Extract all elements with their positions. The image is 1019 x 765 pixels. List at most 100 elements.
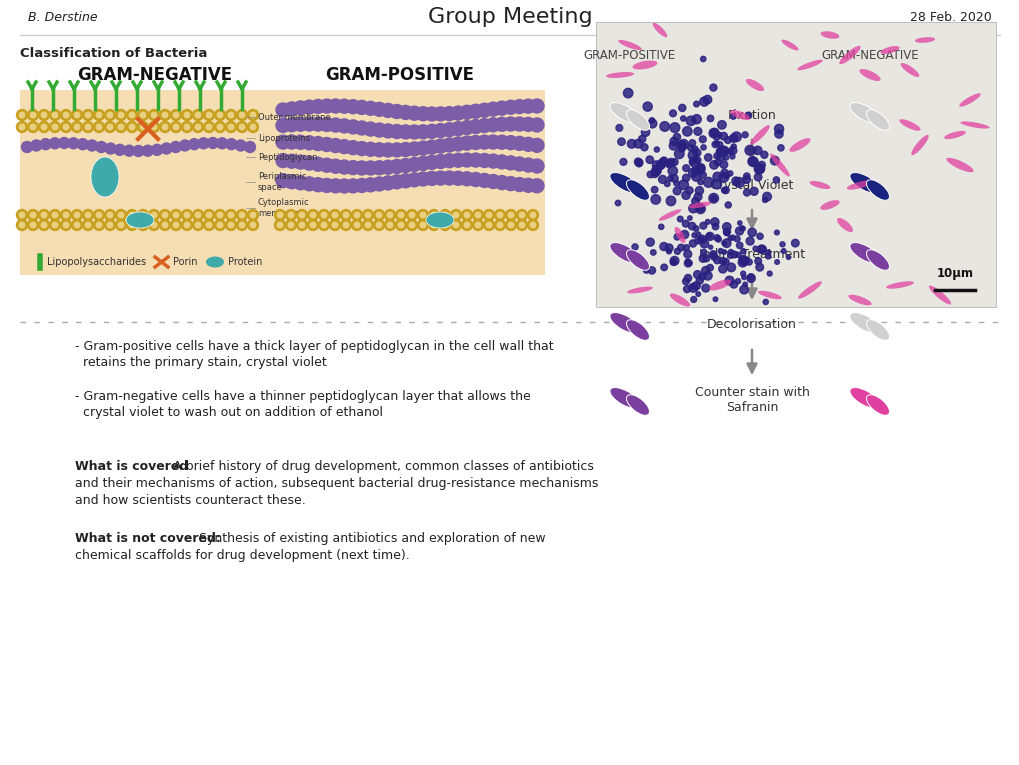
Circle shape — [363, 122, 377, 136]
Circle shape — [71, 220, 83, 230]
Circle shape — [677, 216, 683, 222]
Circle shape — [530, 159, 543, 173]
Circle shape — [398, 125, 413, 139]
Circle shape — [31, 124, 36, 130]
Circle shape — [700, 57, 705, 62]
Text: What is covered: What is covered — [75, 460, 189, 473]
Circle shape — [162, 124, 167, 130]
Circle shape — [195, 124, 201, 130]
Circle shape — [28, 220, 39, 230]
Text: Lipoproteins: Lipoproteins — [258, 134, 310, 142]
Circle shape — [633, 139, 642, 148]
Circle shape — [372, 177, 386, 191]
Circle shape — [718, 265, 727, 273]
Circle shape — [442, 106, 455, 121]
Circle shape — [239, 223, 245, 228]
Circle shape — [503, 156, 518, 170]
Circle shape — [521, 158, 535, 172]
Circle shape — [693, 149, 700, 157]
Circle shape — [352, 220, 362, 230]
Circle shape — [236, 220, 248, 230]
Circle shape — [96, 142, 107, 152]
Circle shape — [284, 118, 299, 132]
Circle shape — [337, 119, 351, 133]
Circle shape — [765, 250, 770, 255]
Circle shape — [302, 156, 316, 170]
Circle shape — [650, 249, 655, 256]
Bar — [20, 90, 544, 275]
Circle shape — [650, 171, 657, 177]
Circle shape — [307, 220, 318, 230]
Circle shape — [710, 129, 718, 137]
Circle shape — [687, 216, 692, 220]
Circle shape — [138, 122, 149, 132]
Circle shape — [732, 177, 739, 185]
Circle shape — [118, 212, 123, 218]
Circle shape — [754, 258, 761, 265]
Circle shape — [695, 165, 704, 174]
Circle shape — [516, 220, 527, 230]
Circle shape — [674, 234, 680, 240]
Circle shape — [107, 112, 113, 118]
Circle shape — [285, 220, 297, 230]
Circle shape — [682, 127, 691, 136]
Circle shape — [690, 297, 696, 302]
Ellipse shape — [958, 93, 980, 106]
Circle shape — [774, 259, 779, 265]
Circle shape — [159, 220, 170, 230]
Circle shape — [373, 210, 384, 220]
Ellipse shape — [819, 31, 839, 39]
Circle shape — [71, 109, 83, 121]
Circle shape — [214, 220, 225, 230]
Circle shape — [248, 109, 258, 121]
Circle shape — [477, 103, 491, 117]
Circle shape — [650, 194, 660, 204]
Ellipse shape — [609, 313, 640, 334]
Circle shape — [31, 212, 36, 218]
Circle shape — [159, 109, 170, 121]
Circle shape — [19, 124, 24, 130]
Circle shape — [345, 99, 360, 114]
Circle shape — [693, 101, 699, 107]
Circle shape — [739, 285, 748, 294]
Circle shape — [747, 157, 756, 166]
Circle shape — [721, 249, 726, 254]
Circle shape — [614, 200, 621, 206]
Circle shape — [297, 210, 307, 220]
Text: crystal violet to wash out on addition of ethanol: crystal violet to wash out on addition o… — [75, 406, 382, 419]
Circle shape — [521, 137, 535, 151]
Circle shape — [503, 135, 518, 150]
Circle shape — [719, 161, 727, 168]
Text: Outer membrane: Outer membrane — [258, 112, 330, 122]
Circle shape — [118, 112, 123, 118]
Text: 28 Feb. 2020: 28 Feb. 2020 — [909, 11, 991, 24]
Circle shape — [684, 260, 691, 267]
Circle shape — [151, 124, 157, 130]
Circle shape — [742, 176, 750, 184]
Circle shape — [694, 238, 700, 244]
Circle shape — [716, 142, 722, 148]
Circle shape — [442, 212, 447, 218]
Circle shape — [450, 220, 461, 230]
Ellipse shape — [866, 249, 889, 270]
Circle shape — [671, 158, 678, 165]
Circle shape — [666, 158, 675, 167]
Circle shape — [129, 124, 135, 130]
Circle shape — [483, 220, 494, 230]
Circle shape — [706, 116, 713, 122]
Circle shape — [107, 223, 113, 228]
Circle shape — [83, 210, 94, 220]
Circle shape — [659, 243, 667, 251]
Ellipse shape — [708, 279, 731, 291]
Circle shape — [645, 156, 653, 164]
Circle shape — [141, 112, 146, 118]
Circle shape — [340, 210, 352, 220]
Circle shape — [677, 244, 684, 251]
Circle shape — [729, 147, 736, 155]
Circle shape — [302, 100, 316, 114]
Circle shape — [712, 180, 720, 189]
Circle shape — [450, 122, 465, 135]
Circle shape — [519, 223, 524, 228]
Circle shape — [302, 177, 316, 190]
Circle shape — [757, 245, 765, 254]
